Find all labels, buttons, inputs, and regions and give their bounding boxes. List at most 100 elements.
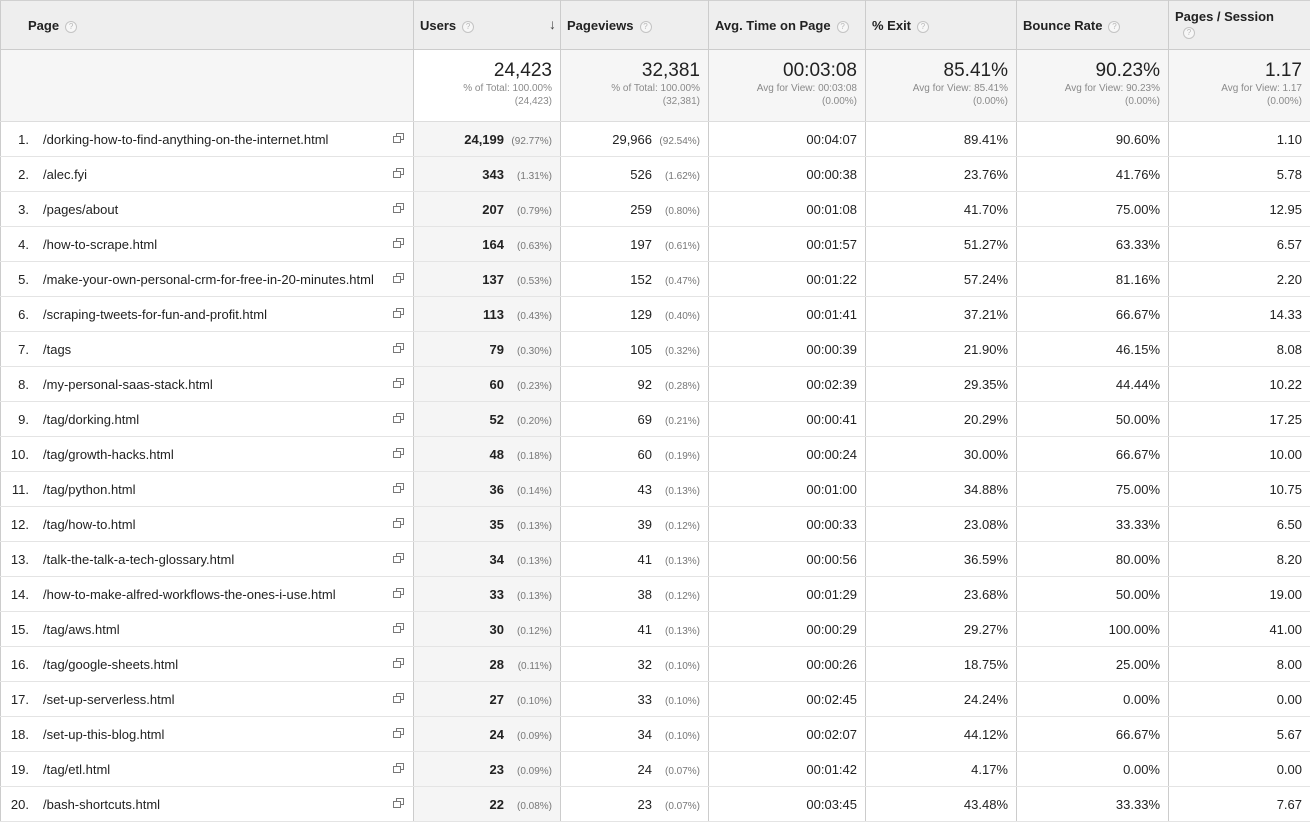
page-link[interactable]: /tag/dorking.html <box>43 411 140 427</box>
users-value: 35 <box>489 516 504 532</box>
page-link[interactable]: /tag/growth-hacks.html <box>43 446 174 462</box>
open-in-new-icon[interactable] <box>393 763 404 773</box>
users-percent: (0.08%) <box>516 800 552 812</box>
open-in-new-icon[interactable] <box>393 203 404 213</box>
column-header-label: Avg. Time on Page <box>715 17 831 33</box>
users-value: 207 <box>482 201 504 217</box>
page-link[interactable]: /tag/aws.html <box>43 621 120 637</box>
open-in-new-icon[interactable] <box>393 413 404 423</box>
open-in-new-icon[interactable] <box>393 623 404 633</box>
column-header-label: Page <box>28 17 60 33</box>
help-icon[interactable]: ? <box>639 20 652 33</box>
bounce-rate-cell: 75.00% <box>1016 191 1169 227</box>
open-in-new-icon[interactable] <box>393 728 404 738</box>
page-link[interactable]: /pages/about <box>43 201 119 217</box>
page-link[interactable]: /alec.fyi <box>43 166 88 182</box>
open-in-new-icon[interactable] <box>393 133 404 143</box>
help-icon[interactable]: ? <box>1108 20 1121 33</box>
pageviews-percent: (0.13%) <box>664 625 700 637</box>
help-icon[interactable]: ? <box>836 20 849 33</box>
pageviews-percent: (0.12%) <box>664 520 700 532</box>
help-icon[interactable]: ? <box>65 20 78 33</box>
open-in-new-icon[interactable] <box>393 273 404 283</box>
open-in-new-icon[interactable] <box>393 343 404 353</box>
row-index: 17. <box>10 691 29 707</box>
bounce-rate-cell: 66.67% <box>1016 436 1169 472</box>
open-in-new-icon[interactable] <box>393 798 404 808</box>
open-in-new-icon[interactable] <box>393 483 404 493</box>
page-link[interactable]: /tag/etl.html <box>43 761 111 777</box>
pageviews-percent: (0.07%) <box>664 800 700 812</box>
column-header-pageviews[interactable]: Pageviews? <box>560 0 709 50</box>
page-link[interactable]: /how-to-make-alfred-workflows-the-ones-i… <box>43 586 336 602</box>
open-in-new-icon[interactable] <box>393 553 404 563</box>
pageviews-percent: (0.10%) <box>664 660 700 672</box>
page-link[interactable]: /scraping-tweets-for-fun-and-profit.html <box>43 306 267 322</box>
users-value: 79 <box>489 341 504 357</box>
users-cell: 343 (1.31%) <box>413 156 561 192</box>
row-index: 18. <box>10 726 29 742</box>
page-cell: 4. /how-to-scrape.html <box>0 226 414 262</box>
column-header-users[interactable]: Users? ↓ <box>413 0 561 50</box>
open-in-new-icon[interactable] <box>393 693 404 703</box>
page-link[interactable]: /tag/how-to.html <box>43 516 136 532</box>
pageviews-cell: 526 (1.62%) <box>560 156 709 192</box>
page-link[interactable]: /how-to-scrape.html <box>43 236 158 252</box>
page-link[interactable]: /tag/python.html <box>43 481 136 497</box>
open-in-new-icon[interactable] <box>393 168 404 178</box>
open-in-new-icon[interactable] <box>393 518 404 528</box>
page-cell: 17. /set-up-serverless.html <box>0 681 414 717</box>
pageviews-value: 92 <box>637 376 652 392</box>
page-link[interactable]: /tags <box>43 341 72 357</box>
page-cell: 13. /talk-the-talk-a-tech-glossary.html <box>0 541 414 577</box>
table-row: 17. /set-up-serverless.html 27 (0.10%) 33 (0.… <box>0 681 1310 717</box>
open-in-new-icon[interactable] <box>393 308 404 318</box>
open-in-new-icon[interactable] <box>393 588 404 598</box>
pageviews-percent: (0.61%) <box>664 240 700 252</box>
pageviews-percent: (0.40%) <box>664 310 700 322</box>
users-percent: (0.63%) <box>516 240 552 252</box>
page-link[interactable]: /tag/google-sheets.html <box>43 656 179 672</box>
row-index: 3. <box>18 201 29 217</box>
column-header-page[interactable]: Page? <box>0 0 414 50</box>
page-link[interactable]: /bash-shortcuts.html <box>43 796 161 812</box>
table-row: 13. /talk-the-talk-a-tech-glossary.html 34… <box>0 541 1310 577</box>
page-link[interactable]: /talk-the-talk-a-tech-glossary.html <box>43 551 235 567</box>
pageviews-cell: 105 (0.32%) <box>560 331 709 367</box>
open-in-new-icon[interactable] <box>393 658 404 668</box>
totals-value: 1.17 <box>1265 60 1302 81</box>
pageviews-value: 129 <box>630 306 652 322</box>
column-header-avg-time[interactable]: Avg. Time on Page? <box>708 0 866 50</box>
page-cell: 18. /set-up-this-blog.html <box>0 716 414 752</box>
totals-pages-per-session: 1.17 Avg for View: 1.17 (0.00%) <box>1168 49 1310 122</box>
page-link[interactable]: /set-up-serverless.html <box>43 691 175 707</box>
column-header-exit[interactable]: % Exit? <box>865 0 1017 50</box>
pageviews-value: 526 <box>630 166 652 182</box>
pageviews-value: 32 <box>637 656 652 672</box>
page-link[interactable]: /set-up-this-blog.html <box>43 726 165 742</box>
users-percent: (0.20%) <box>516 415 552 427</box>
bounce-rate-cell: 81.16% <box>1016 261 1169 297</box>
column-header-bounce-rate[interactable]: Bounce Rate? <box>1016 0 1169 50</box>
open-in-new-icon[interactable] <box>393 448 404 458</box>
page-link[interactable]: /make-your-own-personal-crm-for-free-in-… <box>43 271 374 287</box>
table-row: 1. /dorking-how-to-find-anything-on-the-i… <box>0 121 1310 157</box>
pageviews-value: 43 <box>637 481 652 497</box>
open-in-new-icon[interactable] <box>393 238 404 248</box>
pageviews-value: 24 <box>637 761 652 777</box>
pageviews-cell: 69 (0.21%) <box>560 401 709 437</box>
exit-cell: 29.35% <box>865 366 1017 402</box>
pageviews-percent: (0.10%) <box>664 730 700 742</box>
help-icon[interactable]: ? <box>462 20 475 33</box>
page-link[interactable]: /my-personal-saas-stack.html <box>43 376 213 392</box>
row-index: 14. <box>10 586 29 602</box>
open-in-new-icon[interactable] <box>393 378 404 388</box>
exit-cell: 4.17% <box>865 751 1017 787</box>
column-header-pages-per-session[interactable]: Pages / Session? <box>1168 0 1310 50</box>
page-link[interactable]: /dorking-how-to-find-anything-on-the-int… <box>43 131 329 147</box>
sort-descending-icon[interactable]: ↓ <box>549 16 556 32</box>
help-icon[interactable]: ? <box>1183 27 1195 39</box>
totals-exit: 85.41% Avg for View: 85.41% (0.00%) <box>865 49 1017 122</box>
page-cell: 15. /tag/aws.html <box>0 611 414 647</box>
help-icon[interactable]: ? <box>917 20 930 33</box>
